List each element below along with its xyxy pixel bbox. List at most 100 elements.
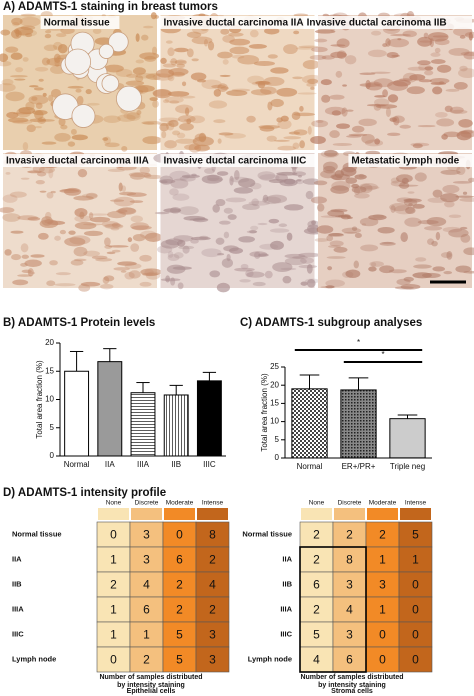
cell-value: 0 bbox=[412, 578, 419, 592]
tissue-texture bbox=[311, 119, 329, 128]
tissue-texture bbox=[402, 30, 417, 38]
tissue-texture bbox=[448, 214, 462, 219]
image-label: Invasive ductal carcinoma IIIC bbox=[164, 156, 307, 167]
tissue-texture bbox=[0, 29, 11, 36]
bar bbox=[389, 418, 426, 459]
tissue-texture bbox=[366, 104, 386, 107]
tissue-texture bbox=[340, 166, 357, 177]
tissue-texture bbox=[139, 230, 157, 239]
tissue-texture bbox=[102, 137, 109, 141]
tissue-texture bbox=[69, 235, 91, 245]
tissue-texture bbox=[255, 80, 271, 85]
chart-title: C) ADAMTS-1 subgroup analyses bbox=[240, 317, 422, 329]
tissue-texture bbox=[227, 214, 237, 220]
tissue-texture bbox=[254, 251, 261, 259]
cell-value: 6 bbox=[176, 553, 183, 567]
tissue-texture bbox=[208, 100, 228, 109]
cell-value: 2 bbox=[379, 528, 386, 542]
tissue-texture bbox=[167, 91, 190, 97]
tissue-texture bbox=[275, 173, 288, 182]
tissue-texture bbox=[435, 231, 441, 241]
tissue-texture bbox=[43, 44, 58, 52]
tissue-texture bbox=[460, 51, 474, 57]
tissue-texture bbox=[136, 109, 142, 115]
tissue-texture bbox=[329, 240, 344, 247]
column-swatch bbox=[98, 508, 129, 520]
tissue-texture bbox=[35, 66, 49, 72]
tissue-texture bbox=[430, 52, 441, 57]
tissue-texture bbox=[103, 136, 111, 145]
tissue-texture bbox=[325, 279, 345, 288]
tissue-texture bbox=[2, 213, 21, 222]
cell-value: 2 bbox=[143, 653, 150, 667]
fat-cell bbox=[71, 104, 96, 128]
tissue-texture bbox=[273, 139, 290, 142]
tissue-texture bbox=[427, 32, 449, 42]
tissue-texture bbox=[430, 82, 447, 86]
tissue-texture bbox=[41, 141, 57, 145]
tissue-texture bbox=[142, 136, 162, 145]
tissue-texture bbox=[22, 57, 29, 62]
tissue-texture bbox=[442, 184, 460, 194]
micrograph: Invasive ductal carcinoma IIA bbox=[152, 13, 329, 153]
tissue-texture bbox=[10, 52, 23, 60]
table-cell bbox=[129, 596, 164, 623]
tissue-texture bbox=[435, 112, 448, 118]
label-bg bbox=[160, 154, 335, 167]
tissue-texture bbox=[54, 283, 76, 287]
cell-value: 0 bbox=[412, 628, 419, 642]
table-cell bbox=[398, 646, 433, 673]
x-tick-label: IIIA bbox=[137, 460, 150, 469]
tissue-texture bbox=[223, 245, 239, 252]
tissue-texture bbox=[159, 175, 174, 185]
cell-value: 4 bbox=[346, 603, 353, 617]
cell-value: 0 bbox=[412, 603, 419, 617]
y-tick-label: 5 bbox=[50, 423, 55, 432]
y-tick-label: 15 bbox=[45, 366, 54, 375]
tissue-texture bbox=[442, 226, 463, 233]
row-label: IIIA bbox=[280, 604, 292, 613]
tissue-texture bbox=[260, 86, 277, 95]
tissue-texture bbox=[135, 33, 140, 42]
intensity-table: None Discrete Moderate Intense Normal tissue… bbox=[242, 500, 433, 695]
tissue-texture bbox=[191, 173, 197, 177]
tissue-texture bbox=[288, 131, 301, 135]
bar bbox=[196, 380, 222, 457]
tissue-texture bbox=[5, 172, 11, 175]
tissue-texture bbox=[248, 200, 270, 206]
label-bg bbox=[348, 154, 472, 167]
tissue-texture bbox=[300, 281, 308, 286]
tissue-texture bbox=[135, 72, 156, 79]
tissue-texture bbox=[332, 142, 352, 147]
tissue-texture bbox=[310, 196, 327, 204]
tissue-texture bbox=[104, 237, 111, 247]
tissue-texture bbox=[86, 102, 100, 106]
tissue-texture bbox=[139, 52, 160, 60]
tissue-texture bbox=[427, 238, 435, 246]
fat-cell bbox=[64, 48, 92, 75]
tissue-texture bbox=[329, 94, 345, 100]
table-cell bbox=[299, 646, 334, 673]
tissue-texture bbox=[42, 92, 47, 97]
y-tick-label: 25 bbox=[270, 362, 279, 371]
tissue-texture bbox=[140, 268, 162, 276]
tissue-texture bbox=[159, 123, 169, 132]
cell-value: 3 bbox=[143, 553, 150, 567]
tissue-texture bbox=[382, 43, 388, 48]
table-cell bbox=[332, 571, 367, 598]
tissue-texture bbox=[37, 171, 47, 177]
tissue-texture bbox=[5, 91, 25, 102]
tissue-texture bbox=[418, 63, 432, 71]
tissue-texture bbox=[300, 257, 314, 264]
tissue-texture bbox=[464, 31, 474, 39]
tissue-texture bbox=[298, 252, 321, 258]
column-swatch bbox=[164, 508, 195, 520]
tissue-texture bbox=[220, 86, 229, 90]
tissue-texture bbox=[296, 179, 302, 182]
tissue-texture bbox=[226, 253, 231, 262]
tissue-texture bbox=[92, 28, 102, 34]
tissue-texture bbox=[443, 270, 453, 275]
tissue-texture bbox=[189, 115, 205, 124]
tissue-texture bbox=[455, 195, 474, 198]
tissue-texture bbox=[421, 272, 441, 278]
